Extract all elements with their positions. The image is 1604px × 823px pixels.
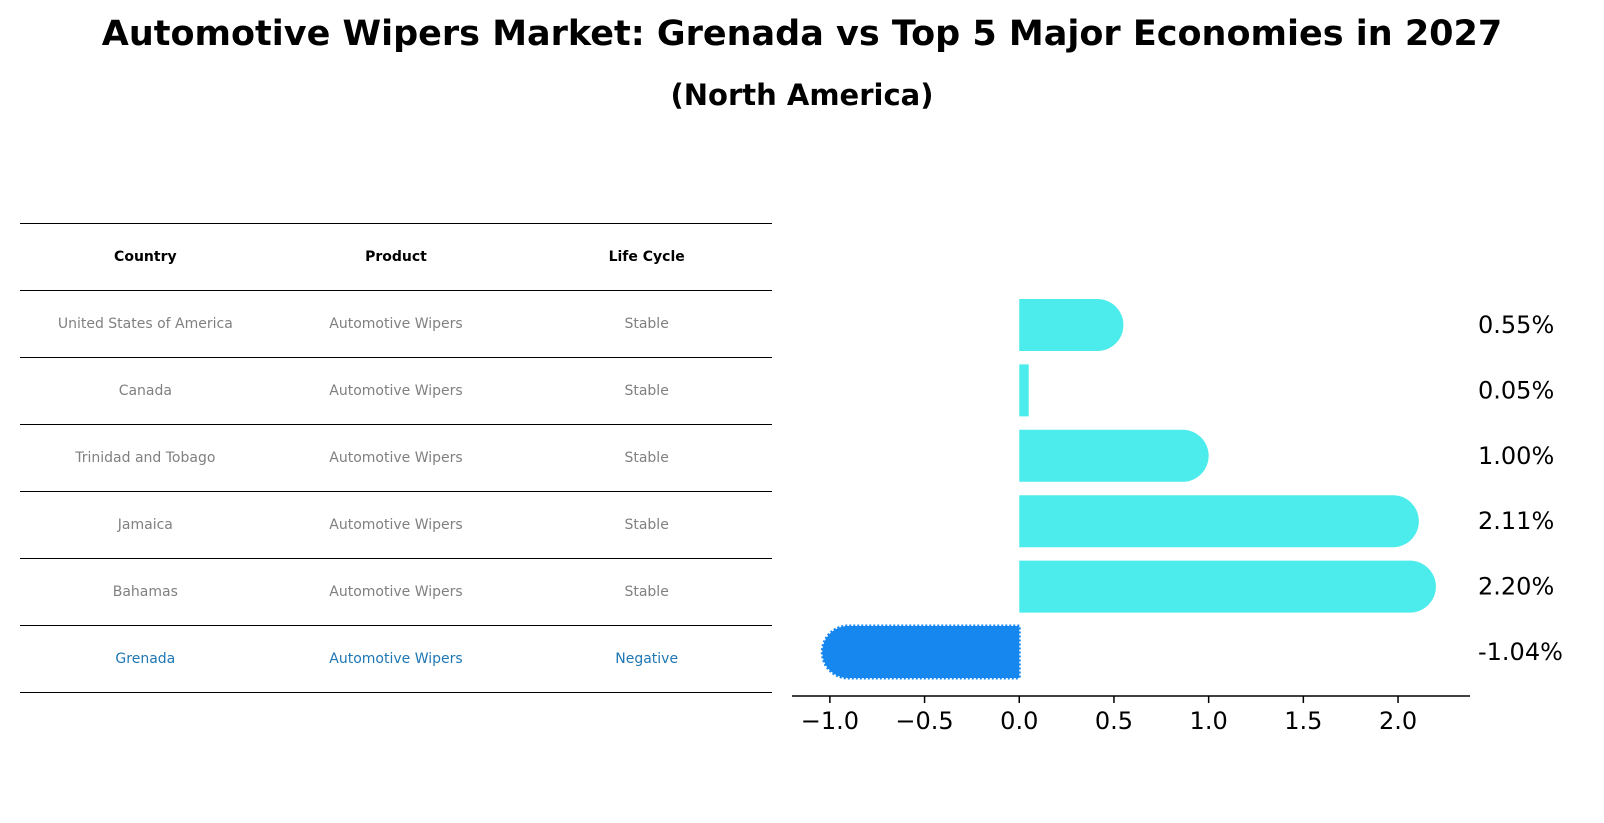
cell-country: Canada (20, 357, 271, 425)
header-product: Product (270, 223, 522, 291)
life-cycle-table: Country Product Life Cycle United States… (20, 223, 772, 693)
bar (1019, 495, 1419, 548)
header-life-cycle: Life Cycle (521, 223, 772, 291)
cell-life-cycle: Stable (521, 357, 772, 425)
cell-life-cycle: Stable (521, 558, 772, 626)
cell-life-cycle: Stable (521, 290, 772, 358)
x-tick-label: −0.5 (895, 707, 953, 735)
table-row: Canada Automotive Wipers Stable (20, 357, 772, 425)
table-header-row: Country Product Life Cycle (20, 223, 772, 291)
data-label: 0.55% (1478, 311, 1554, 339)
cell-product: Automotive Wipers (270, 491, 522, 559)
table-row: United States of America Automotive Wipe… (20, 290, 772, 358)
cell-life-cycle: Stable (521, 491, 772, 559)
x-tick-label: 0.0 (1000, 707, 1038, 735)
table-row: Jamaica Automotive Wipers Stable (20, 491, 772, 559)
bar (1019, 560, 1436, 613)
chart-title: Automotive Wipers Market: Grenada vs Top… (101, 14, 1503, 54)
x-tick-label: −1.0 (801, 707, 859, 735)
life-cycle-table-container: Country Product Life Cycle United States… (20, 223, 772, 693)
data-label: -1.04% (1478, 638, 1563, 666)
x-tick-label: 2.0 (1379, 707, 1417, 735)
header-country: Country (20, 223, 271, 291)
x-tick-label: 1.5 (1284, 707, 1322, 735)
bar (1019, 429, 1209, 482)
x-tick-label: 1.0 (1190, 707, 1228, 735)
cell-country: Grenada (20, 625, 271, 693)
cell-country: United States of America (20, 290, 271, 358)
cell-life-cycle: Stable (521, 424, 772, 492)
cell-life-cycle: Negative (521, 625, 772, 693)
cell-product: Automotive Wipers (270, 625, 522, 693)
bar (1019, 364, 1029, 417)
data-label: 0.05% (1478, 376, 1554, 404)
cell-product: Automotive Wipers (270, 290, 522, 358)
cell-product: Automotive Wipers (270, 357, 522, 425)
bar (1019, 299, 1124, 351)
table-row: Bahamas Automotive Wipers Stable (20, 558, 772, 626)
table-row-highlight: Grenada Automotive Wipers Negative (20, 625, 772, 693)
x-tick-label: 0.5 (1095, 707, 1133, 735)
bar-highlight (820, 624, 1021, 680)
chart-subtitle: (North America) (670, 78, 934, 112)
data-label: 1.00% (1478, 442, 1554, 470)
cell-country: Trinidad and Tobago (20, 424, 271, 492)
data-label: 2.11% (1478, 507, 1554, 535)
table-row: Trinidad and Tobago Automotive Wipers St… (20, 424, 772, 492)
data-label: 2.20% (1478, 573, 1554, 601)
cell-country: Jamaica (20, 491, 271, 559)
cell-country: Bahamas (20, 558, 271, 626)
